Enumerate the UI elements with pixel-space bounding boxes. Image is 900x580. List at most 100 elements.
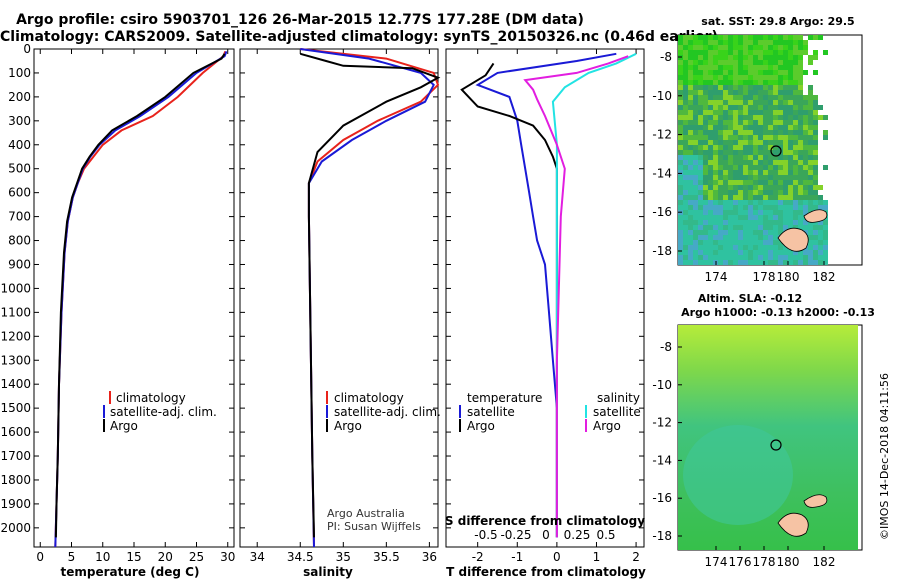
credit-text: ©IMOS 14-Dec-2018 04:11:56 [878, 373, 891, 540]
x-tick-label: 20 [158, 550, 173, 564]
y-tick-label: 1400 [0, 377, 31, 391]
map-y-tick-label: -10 [652, 378, 672, 392]
island-shape [803, 209, 828, 223]
x-tick-label: 1 [593, 550, 601, 564]
difference-xlabel: T difference from climatology [446, 565, 646, 579]
map-y-tick-label: -12 [652, 128, 672, 142]
legend-s-satellite: satellite [593, 405, 641, 419]
top-tick: 0 [542, 528, 550, 542]
y-tick-label: 1300 [0, 353, 31, 367]
legend-satellite: satellite-adj. clim. [110, 405, 217, 419]
y-tick-label: 100 [8, 66, 31, 80]
salinity-frame [239, 48, 439, 548]
y-tick-label: 1000 [0, 281, 31, 295]
salinity-legend: climatology satellite-adj. clim. Argo Ar… [326, 391, 441, 533]
map-y-tick-label: -8 [660, 50, 672, 64]
x-tick-label: 25 [189, 550, 204, 564]
differences-frame [445, 48, 645, 548]
top-tick: -0.25 [500, 528, 531, 542]
y-tick-label: 1900 [0, 497, 31, 511]
legend-argo: Argo [110, 419, 138, 433]
series-argo [300, 52, 441, 538]
x-tick-label: -1 [511, 550, 523, 564]
map-x-tick-label: 174 [705, 270, 728, 284]
map-x-tick-label: 182 [813, 270, 836, 284]
x-tick-label: 35 [336, 550, 351, 564]
sla-map-title-1: Altim. SLA: -0.12 [698, 292, 802, 305]
legend-satellite: satellite-adj. clim. [334, 405, 441, 419]
map-y-tick-label: -18 [652, 244, 672, 258]
island-shape [777, 227, 809, 252]
y-tick-label: 1100 [0, 305, 31, 319]
legend-s-argo: Argo [593, 419, 621, 433]
y-tick-label: 1600 [0, 425, 31, 439]
series-argo [54, 53, 226, 538]
header-title-line2: Climatology: CARS2009. Satellite-adjuste… [0, 29, 718, 45]
legend-t-argo: Argo [467, 419, 495, 433]
y-tick-label: 2000 [0, 521, 31, 535]
profile-location-marker [770, 145, 782, 157]
x-tick-label: 2 [632, 550, 640, 564]
map-y-tick-label: -14 [652, 453, 672, 467]
y-tick-label: 1200 [0, 329, 31, 343]
x-tick-label: 0 [553, 550, 561, 564]
x-tick-label: 0 [36, 550, 44, 564]
series-s-argo [523, 55, 629, 538]
y-tick-label: 200 [8, 90, 31, 104]
legend-climatology: climatology [334, 391, 404, 405]
map-x-tick-label: 180 [777, 270, 800, 284]
top-tick: 0.25 [564, 528, 591, 542]
x-tick-label: 34 [250, 550, 265, 564]
map-y-tick-label: -12 [652, 416, 672, 430]
map-y-tick-label: -16 [652, 205, 672, 219]
x-tick-label: 10 [95, 550, 110, 564]
map-x-tick-label: 178 [753, 555, 776, 569]
map-y-tick-label: -16 [652, 491, 672, 505]
legend-salinity-title: salinity [597, 391, 640, 405]
y-tick-label: 500 [8, 162, 31, 176]
y-tick-label: 900 [8, 257, 31, 271]
map-y-tick-label: -10 [652, 89, 672, 103]
y-tick-label: 800 [8, 234, 31, 248]
temperature-frame [33, 48, 235, 548]
temperature-xlabel: temperature (deg C) [61, 565, 200, 579]
map-x-tick-label: 180 [777, 555, 800, 569]
top-tick: 0.5 [596, 528, 615, 542]
map-y-tick-label: -14 [652, 166, 672, 180]
y-tick-label: 1700 [0, 449, 31, 463]
map-y-tick-label: -8 [660, 340, 672, 354]
series-s-satellite [551, 52, 637, 538]
legend-temperature-title: temperature [467, 391, 542, 405]
legend-argo: Argo [334, 419, 362, 433]
y-tick-label: 400 [8, 138, 31, 152]
legend-climatology: climatology [116, 391, 186, 405]
top-tick: -0.5 [474, 528, 497, 542]
top-axis-label: S difference from climatology [445, 514, 645, 528]
legend-t-satellite: satellite [467, 405, 515, 419]
x-tick-label: 35.5 [373, 550, 400, 564]
annotation-line2: PI: Susan Wijffels [327, 520, 421, 533]
island-shape [777, 512, 809, 537]
x-tick-label: 15 [126, 550, 141, 564]
temperature-legend: climatology satellite-adj. clim. Argo [103, 391, 217, 433]
map-x-tick-label: 174 [705, 555, 728, 569]
y-tick-label: 1500 [0, 401, 31, 415]
series-t-satellite [475, 52, 617, 538]
y-tick-label: 1800 [0, 473, 31, 487]
x-tick-label: -2 [472, 550, 484, 564]
sst-map-title: sat. SST: 29.8 Argo: 29.5 [701, 15, 854, 28]
salinity-xlabel: salinity [303, 565, 353, 579]
map-x-tick-label: 178 [753, 270, 776, 284]
island-shape [803, 494, 828, 508]
x-tick-label: 36 [422, 550, 437, 564]
annotation-line1: Argo Australia [327, 507, 405, 520]
header-title-line1: Argo profile: csiro 5903701_126 26-Mar-2… [16, 12, 584, 28]
x-tick-label: 30 [220, 550, 235, 564]
y-tick-label: 0 [23, 42, 31, 56]
map-x-tick-label: 182 [813, 555, 836, 569]
profile-location-marker [770, 439, 782, 451]
map-y-tick-label: -18 [652, 529, 672, 543]
x-tick-label: 34.5 [287, 550, 314, 564]
